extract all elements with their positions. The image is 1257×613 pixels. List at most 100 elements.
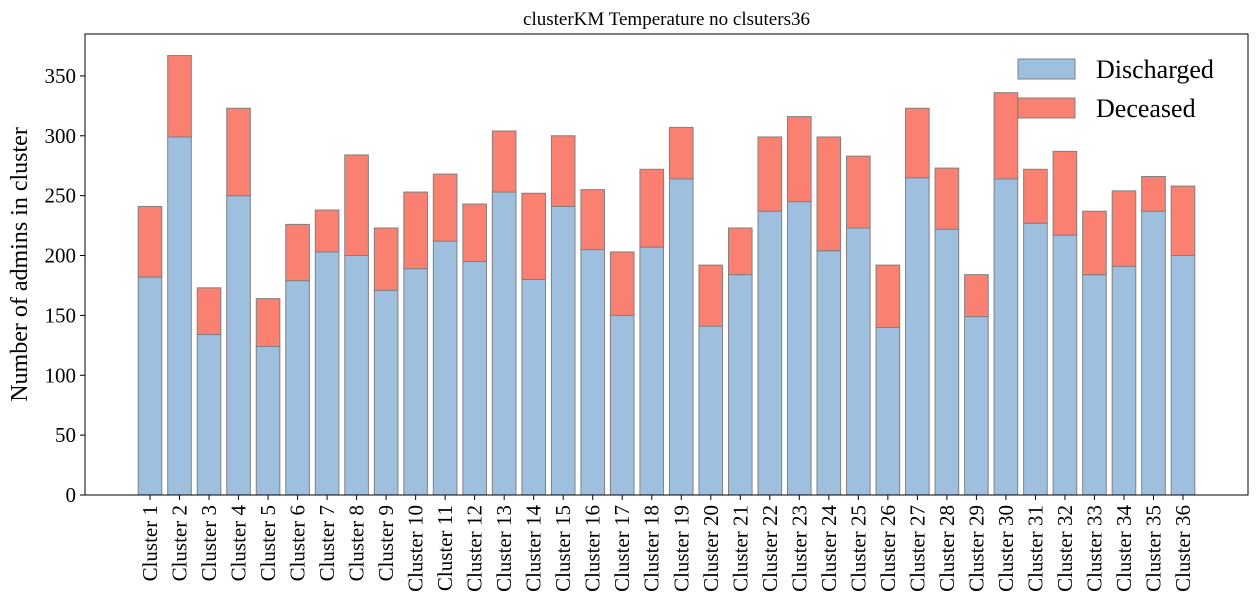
- bar-deceased-23: [787, 116, 812, 203]
- bar-deceased-30: [993, 92, 1019, 180]
- bar-discharged-30: [993, 178, 1019, 496]
- bar-discharged-16: [580, 249, 606, 496]
- bar-deceased-27: [905, 107, 930, 179]
- bar-deceased-26: [875, 264, 901, 328]
- y-tick-label: 150: [45, 303, 77, 327]
- bar-deceased-1: [137, 205, 163, 278]
- bar-deceased-3: [196, 287, 222, 336]
- bar-deceased-25: [846, 155, 871, 229]
- bar-discharged-18: [639, 246, 665, 496]
- x-tick-label: Cluster 26: [876, 505, 900, 592]
- bar-discharged-17: [609, 314, 635, 496]
- bar-deceased-33: [1082, 210, 1107, 276]
- legend-label-deceased: Deceased: [1096, 94, 1196, 123]
- x-tick-label: Cluster 21: [728, 505, 752, 592]
- x-tick-label: Cluster 10: [404, 505, 428, 592]
- bar-discharged-33: [1082, 274, 1107, 496]
- bar-deceased-8: [344, 154, 369, 257]
- x-tick-label: Cluster 5: [256, 505, 280, 581]
- bar-deceased-4: [226, 107, 251, 197]
- legend-swatch-deceased: [1017, 97, 1076, 119]
- bar-discharged-5: [255, 346, 281, 496]
- x-tick-label: Cluster 24: [817, 505, 841, 592]
- bar-discharged-6: [285, 280, 310, 496]
- bar-discharged-34: [1111, 265, 1137, 496]
- bar-discharged-29: [964, 316, 989, 496]
- bar-discharged-2: [167, 136, 192, 496]
- x-tick-label: Cluster 28: [935, 505, 959, 592]
- bar-discharged-31: [1023, 222, 1048, 496]
- y-tick-label: 300: [45, 124, 77, 148]
- bar-deceased-18: [639, 168, 665, 248]
- legend: Discharged Deceased: [1017, 55, 1214, 123]
- x-tick-label: Cluster 4: [227, 505, 251, 582]
- bar-discharged-25: [846, 227, 871, 496]
- x-tick-label: Cluster 8: [345, 505, 369, 581]
- plot-frame: [84, 33, 1249, 496]
- x-tick-label: Cluster 9: [374, 505, 398, 581]
- y-tick-label: 200: [45, 244, 77, 268]
- x-tick-label: Cluster 12: [463, 505, 487, 592]
- x-tick-label: Cluster 7: [315, 505, 339, 581]
- x-tick-label: Cluster 32: [1053, 505, 1077, 592]
- bar-discharged-12: [462, 261, 487, 496]
- bar-deceased-20: [698, 264, 724, 327]
- bar-deceased-16: [580, 189, 606, 251]
- x-tick-label: Cluster 16: [581, 505, 605, 592]
- x-tick-label: Cluster 6: [286, 505, 310, 581]
- bar-discharged-8: [344, 255, 369, 496]
- x-tick-label: Cluster 29: [964, 505, 988, 592]
- bar-discharged-32: [1052, 234, 1078, 496]
- x-tick-label: Cluster 2: [168, 505, 192, 581]
- bar-deceased-13: [491, 130, 517, 193]
- bar-discharged-23: [787, 201, 812, 496]
- x-axis-ticks: Cluster 1 Cluster 2 Cluster 3 Cluster 4 Clus…: [138, 495, 1195, 592]
- x-tick-label: Cluster 35: [1141, 505, 1165, 592]
- bar-discharged-35: [1141, 210, 1166, 496]
- bar-deceased-24: [816, 136, 842, 252]
- bar-discharged-19: [668, 178, 694, 496]
- bar-deceased-11: [432, 173, 458, 242]
- bar-discharged-27: [905, 177, 930, 496]
- bar-deceased-6: [285, 223, 310, 282]
- x-tick-label: Cluster 15: [551, 505, 575, 592]
- bar-deceased-35: [1141, 175, 1166, 212]
- bar-deceased-9: [373, 227, 399, 291]
- bar-deceased-32: [1052, 150, 1078, 236]
- bar-discharged-20: [698, 325, 724, 496]
- x-tick-label: Cluster 25: [846, 505, 870, 592]
- y-tick-label: 50: [55, 423, 76, 447]
- legend-swatch-discharged: [1017, 58, 1076, 80]
- x-tick-label: Cluster 11: [433, 505, 457, 591]
- x-tick-label: Cluster 30: [994, 505, 1018, 592]
- bar-deceased-22: [757, 136, 783, 212]
- bar-discharged-3: [196, 334, 222, 496]
- bar-discharged-10: [403, 268, 428, 496]
- x-tick-label: Cluster 34: [1112, 505, 1136, 592]
- bar-deceased-2: [167, 55, 192, 138]
- bar-discharged-1: [137, 276, 163, 496]
- bar-deceased-17: [609, 251, 635, 316]
- bar-deceased-19: [668, 126, 694, 180]
- bar-discharged-13: [491, 191, 517, 496]
- x-tick-label: Cluster 3: [197, 505, 221, 581]
- y-axis-label: Number of admins in cluster: [7, 127, 33, 402]
- y-tick-label: 100: [45, 363, 77, 387]
- x-tick-label: Cluster 1: [138, 505, 162, 581]
- bar-discharged-14: [521, 278, 546, 496]
- x-tick-label: Cluster 18: [640, 505, 664, 592]
- bar-deceased-21: [727, 227, 753, 276]
- bar-discharged-28: [934, 228, 960, 496]
- bar-discharged-7: [314, 251, 340, 496]
- bar-deceased-10: [403, 191, 428, 270]
- bar-discharged-4: [226, 195, 251, 496]
- bar-deceased-12: [462, 203, 487, 263]
- x-tick-label: Cluster 22: [758, 505, 782, 592]
- y-tick-label: 0: [66, 483, 77, 507]
- bar-discharged-36: [1170, 255, 1196, 496]
- bar-deceased-29: [964, 274, 989, 318]
- x-tick-label: Cluster 19: [669, 505, 693, 592]
- bar-deceased-31: [1023, 168, 1048, 224]
- chart-title: clusterKM Temperature no clsuters36: [523, 9, 810, 30]
